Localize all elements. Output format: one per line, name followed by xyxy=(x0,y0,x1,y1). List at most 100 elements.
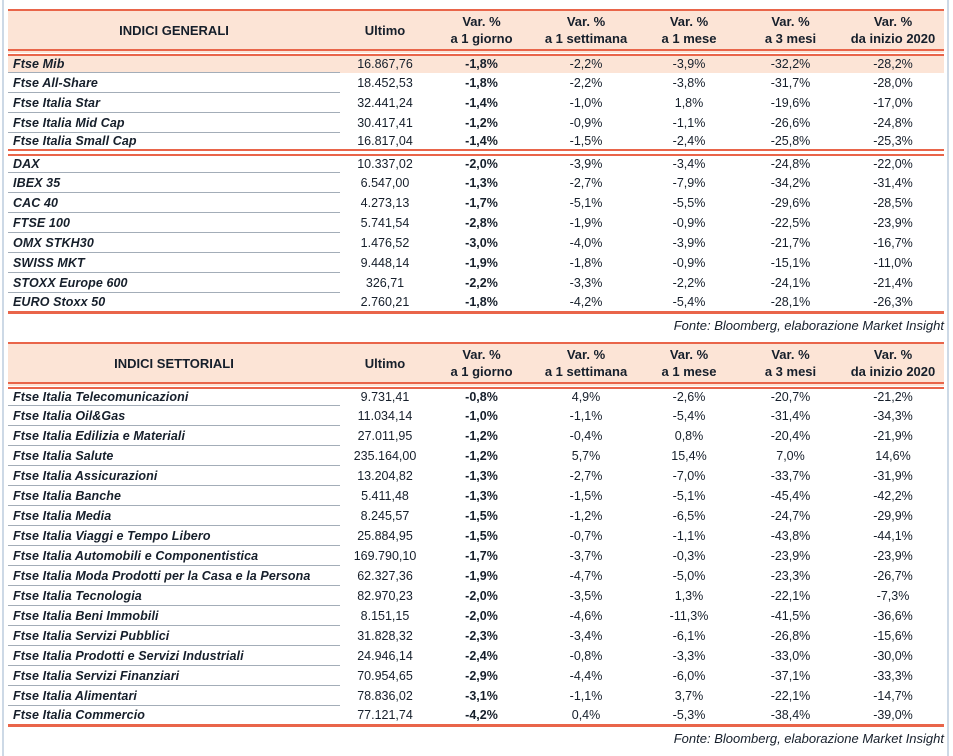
var-1-settimana-cell: 4,9% xyxy=(571,390,601,405)
var-1-mese-cell: 1,8% xyxy=(674,95,704,110)
ultimo-cell: 11.034,14 xyxy=(357,408,413,423)
var-inizio-2020-cell: -14,7% xyxy=(873,688,913,703)
ultimo-cell: 326,71 xyxy=(365,275,405,290)
var-1-giorno-cell: -1,8% xyxy=(430,52,533,73)
page-frame-right-line xyxy=(947,0,949,756)
var-1-mese-cell: -1,1% xyxy=(672,528,706,543)
var-1-settimana-cell: 5,7% xyxy=(571,448,601,463)
var-1-giorno-cell: -2,9% xyxy=(465,668,498,683)
var-1-mese-cell: -1,1% xyxy=(672,115,706,130)
var-1-mese-cell: 1,3% xyxy=(674,588,704,603)
var-1-giorno-cell: -2,3% xyxy=(465,628,498,643)
table-row: Ftse Italia Commercio 77.121,74 -4,2% 0,… xyxy=(8,705,944,727)
var-label: Var. % xyxy=(566,14,606,29)
ultimo-cell: 82.970,23 xyxy=(357,588,413,603)
var-1-settimana-cell: -4,4% xyxy=(569,668,603,683)
table-row: Ftse Italia Beni Immobili 8.151,15 -2,0%… xyxy=(8,605,944,626)
ultimo-cell: 13.204,82 xyxy=(357,468,413,483)
ultimo-cell: 8.151,15 xyxy=(360,608,410,623)
table-row: Ftse Italia Oil&Gas 11.034,14 -1,0% -1,1… xyxy=(8,405,944,426)
index-name-cell: Ftse Italia Viaggi e Tempo Libero xyxy=(8,525,340,546)
ultimo-cell: 10.337,02 xyxy=(357,157,413,172)
var-1-mese-cell: -6,0% xyxy=(672,668,706,683)
var-3-mesi-cell: -33,0% xyxy=(770,648,811,663)
var-1-giorno-cell: -2,0% xyxy=(465,157,498,172)
var-3-mesi-cell: -29,6% xyxy=(770,195,811,210)
var-3-mesi-cell: -32,2% xyxy=(739,52,842,73)
var-1-giorno-cell: -0,8% xyxy=(465,390,498,405)
var-1-settimana-cell: -3,4% xyxy=(569,628,603,643)
table-row: EURO Stoxx 50 2.760,21 -1,8% -4,2% -5,4%… xyxy=(8,292,944,314)
var-3-mesi-cell: -20,4% xyxy=(770,428,811,443)
var-inizio-2020-cell: -22,0% xyxy=(873,157,913,172)
var-1-giorno-cell: -1,3% xyxy=(465,468,498,483)
var-3-mesi-cell: 7,0% xyxy=(776,448,805,463)
var-3-mesi-cell: -31,4% xyxy=(770,408,811,423)
var-3-mesi-cell: -38,4% xyxy=(739,705,842,727)
var-1-giorno-cell: -1,2% xyxy=(465,448,498,463)
period-label: a 1 giorno xyxy=(450,364,513,379)
ultimo-cell: 78.836,02 xyxy=(357,688,413,703)
var-3-mesi-cell: -24,7% xyxy=(770,508,811,523)
var-1-mese-cell: -0,9% xyxy=(672,255,706,270)
col-header-var-1-mese: Var. % a 1 mese xyxy=(639,342,739,389)
table-header-row: INDICI GENERALI Ultimo Var. % a 1 giorno … xyxy=(8,9,944,56)
table-row: Ftse Italia Banche 5.411,48 -1,3% -1,5% … xyxy=(8,485,944,506)
table-title-indici-generali: INDICI GENERALI xyxy=(8,9,340,56)
period-label: a 1 mese xyxy=(661,31,717,46)
var-3-mesi-cell: -15,1% xyxy=(770,255,811,270)
table-row: IBEX 35 6.547,00 -1,3% -2,7% -7,9% -34,2… xyxy=(8,172,944,193)
index-name-cell: Ftse Italia Servizi Finanziari xyxy=(8,665,340,686)
var-1-giorno-cell: -1,8% xyxy=(465,75,498,90)
var-1-settimana-cell: -0,8% xyxy=(569,648,603,663)
var-1-giorno-cell: -4,2% xyxy=(430,705,533,727)
var-label: Var. % xyxy=(771,347,810,362)
var-inizio-2020-cell: -28,5% xyxy=(873,195,913,210)
var-3-mesi-cell: -26,6% xyxy=(770,115,811,130)
table-row: Ftse Italia Mid Cap 30.417,41 -1,2% -0,9… xyxy=(8,112,944,133)
var-1-mese-cell: -5,3% xyxy=(639,705,739,727)
var-inizio-2020-cell: -21,9% xyxy=(873,428,913,443)
table-row: Ftse Italia Edilizia e Materiali 27.011,… xyxy=(8,425,944,446)
var-1-settimana-cell: -1,5% xyxy=(533,132,639,156)
table-row: Ftse Italia Servizi Finanziari 70.954,65… xyxy=(8,665,944,686)
var-1-mese-cell: -0,9% xyxy=(672,215,706,230)
var-3-mesi-cell: -24,8% xyxy=(770,157,811,172)
period-label: a 1 giorno xyxy=(450,31,513,46)
var-3-mesi-cell: -20,7% xyxy=(770,390,811,405)
var-inizio-2020-cell: -36,6% xyxy=(873,608,913,623)
var-inizio-2020-cell: -39,0% xyxy=(842,705,944,727)
page-frame-left-line xyxy=(2,0,4,756)
var-1-settimana-cell: -5,1% xyxy=(569,195,603,210)
var-1-settimana-cell: -4,6% xyxy=(569,608,603,623)
var-inizio-2020-cell: -25,3% xyxy=(842,132,944,156)
var-1-giorno-cell: -1,9% xyxy=(465,568,498,583)
index-name-cell: DAX xyxy=(8,152,340,173)
var-label: Var. % xyxy=(669,14,709,29)
var-1-mese-cell: -2,2% xyxy=(672,275,706,290)
var-3-mesi-cell: -22,1% xyxy=(770,588,811,603)
col-header-var-1-giorno: Var. % a 1 giorno xyxy=(430,342,533,389)
var-1-settimana-cell: -1,2% xyxy=(569,508,603,523)
ultimo-cell: 25.884,95 xyxy=(357,528,413,543)
table-row: Ftse Italia Alimentari 78.836,02 -3,1% -… xyxy=(8,685,944,706)
ultimo-cell: 6.547,00 xyxy=(360,175,410,190)
var-3-mesi-cell: -37,1% xyxy=(770,668,811,683)
index-name-cell: Ftse All-Share xyxy=(8,72,340,93)
var-inizio-2020-cell: -16,7% xyxy=(873,235,913,250)
var-inizio-2020-cell: -28,2% xyxy=(842,52,944,73)
var-inizio-2020-cell: -28,0% xyxy=(873,75,913,90)
col-header-var-inizio-2020: Var. % da inizio 2020 xyxy=(842,9,944,56)
index-name-cell: CAC 40 xyxy=(8,192,340,213)
period-label: da inizio 2020 xyxy=(850,31,936,46)
var-1-giorno-cell: -1,5% xyxy=(465,508,498,523)
var-inizio-2020-cell: -44,1% xyxy=(873,528,913,543)
var-3-mesi-cell: -19,6% xyxy=(770,95,811,110)
table-title-indici-settoriali: INDICI SETTORIALI xyxy=(8,342,340,389)
ultimo-cell: 9.448,14 xyxy=(360,255,410,270)
indici-generali-table: INDICI GENERALI Ultimo Var. % a 1 giorno … xyxy=(8,9,944,314)
var-1-settimana-cell: -1,9% xyxy=(569,215,603,230)
index-name-cell: Ftse Italia Telecomunicazioni xyxy=(8,385,340,406)
var-3-mesi-cell: -45,4% xyxy=(770,488,811,503)
var-1-mese-cell: -3,9% xyxy=(672,235,706,250)
